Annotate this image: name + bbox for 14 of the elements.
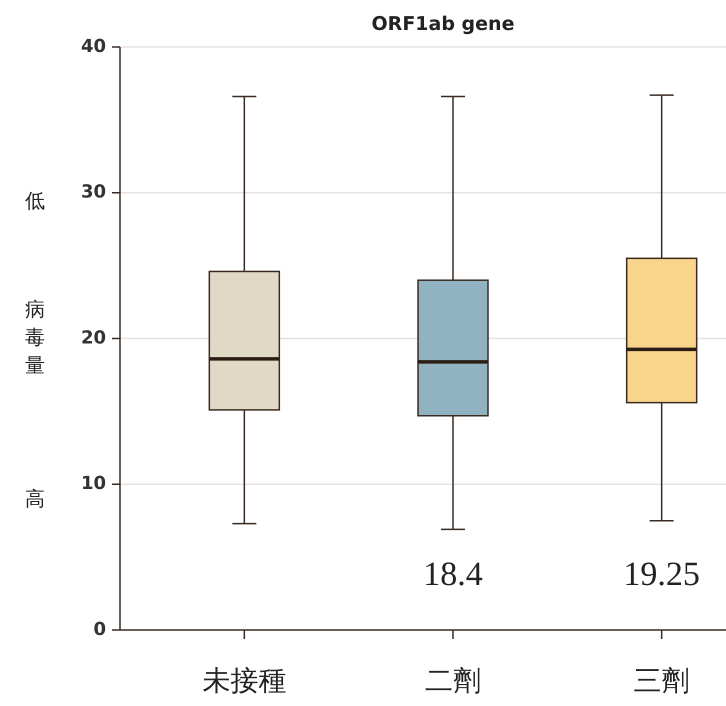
chart-title: ORF1ab gene — [372, 13, 514, 35]
y-tick-label: 20 — [80, 327, 106, 348]
y-axis-title: 病毒量 — [25, 296, 45, 377]
annotation: 19.25 — [623, 556, 700, 593]
x-tick-label: 未接種 — [202, 664, 286, 697]
y-tick-label: 30 — [80, 182, 106, 203]
x-tick-label: 二劑 — [425, 664, 481, 697]
y-tick-label: 10 — [80, 473, 106, 494]
y-tick-label: 40 — [80, 36, 106, 57]
x-tick-label: 三劑 — [634, 664, 690, 697]
text: 低 — [25, 188, 45, 212]
y-tick-label: 0 — [93, 618, 106, 640]
annotation: 18.4 — [423, 556, 483, 593]
text: 高 — [25, 486, 45, 510]
